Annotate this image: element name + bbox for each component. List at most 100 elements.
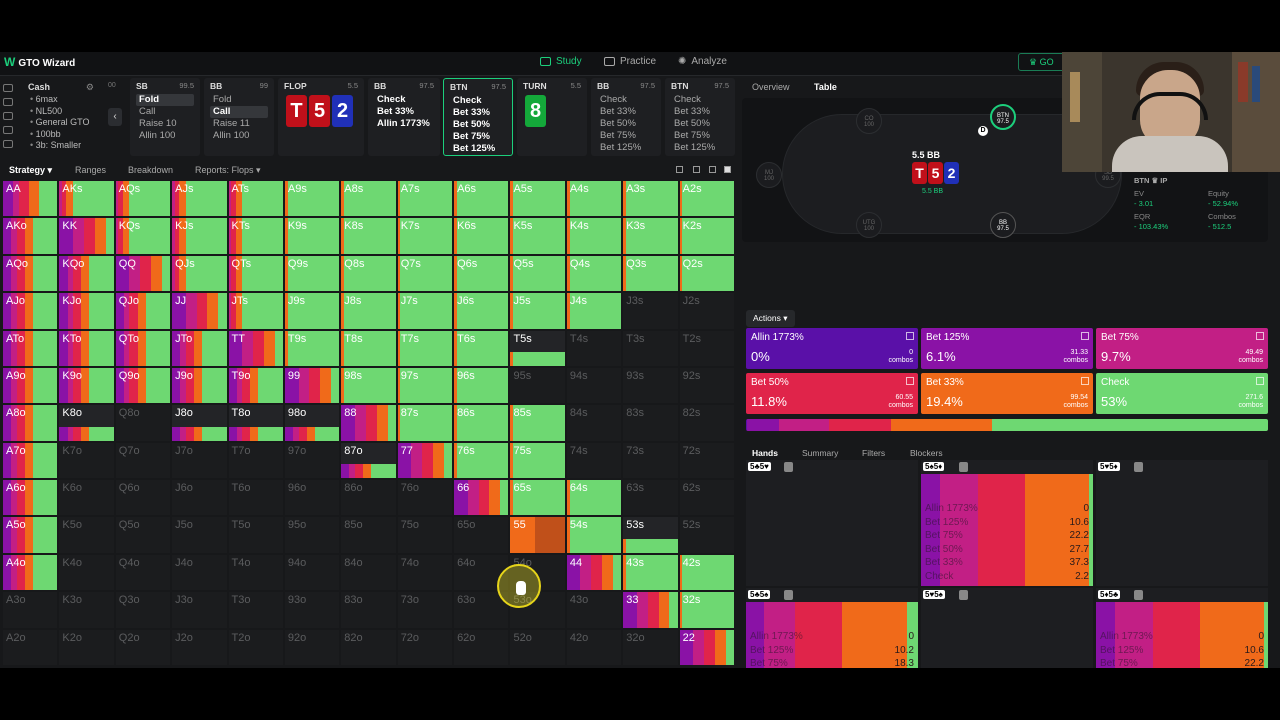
hand-cell[interactable]: 64s: [565, 479, 623, 517]
hand-cell[interactable]: AKo: [2, 217, 59, 255]
list-icon[interactable]: [1081, 377, 1089, 385]
hand-cell[interactable]: 98s: [340, 366, 397, 405]
hand-cell[interactable]: QTo: [114, 329, 172, 367]
save-icon[interactable]: [3, 112, 13, 120]
hand-cell[interactable]: 32o: [622, 628, 679, 666]
action-option[interactable]: Bet 75%: [600, 130, 636, 141]
hand-cell[interactable]: J2o: [171, 628, 228, 666]
action-option[interactable]: Check: [453, 95, 482, 106]
hand-cell[interactable]: A5s: [509, 180, 566, 218]
hand-cell[interactable]: AKs: [58, 180, 115, 218]
hand-cell[interactable]: A4o: [2, 553, 59, 592]
hand-cell[interactable]: 83s: [622, 404, 679, 442]
action-box-check[interactable]: Check 53% 271.6 combos: [1096, 373, 1268, 414]
list-icon[interactable]: [1256, 377, 1264, 385]
hand-cell[interactable]: 52s: [678, 516, 735, 554]
hand-cell[interactable]: QJs: [171, 254, 228, 293]
hand-cell[interactable]: 74s: [565, 441, 623, 480]
action-column-bb[interactable]: BB 99 Fold Call Raise 11 Allin 100: [204, 78, 274, 156]
hand-cell[interactable]: 73o: [396, 591, 454, 629]
hand-cell[interactable]: T2o: [227, 628, 284, 666]
combo-cell[interactable]: 5♥5♦: [1096, 460, 1268, 586]
hand-cell[interactable]: J9s: [283, 292, 341, 330]
combo-cell[interactable]: 5♦5♣Allin 1773%Bet 125%Bet 75%Bet 50%Bet…: [1096, 588, 1268, 668]
action-column-bb[interactable]: BB 97.5 Check Bet 33% Allin 1773%: [368, 78, 440, 156]
hand-cell[interactable]: 32s: [678, 591, 735, 629]
hand-cell[interactable]: J4s: [565, 292, 623, 330]
hand-cell[interactable]: A2o: [2, 628, 59, 666]
hand-cell[interactable]: JJ: [171, 292, 228, 330]
lock-icon[interactable]: [1134, 462, 1143, 472]
tab-strategy[interactable]: Strategy ▾: [9, 165, 53, 175]
hand-cell[interactable]: Q6s: [453, 254, 510, 293]
hand-cell[interactable]: T9o: [227, 366, 284, 405]
hand-cell[interactable]: K3o: [58, 591, 115, 629]
hand-cell[interactable]: 75s: [509, 441, 566, 480]
hand-cell[interactable]: Q2s: [678, 254, 735, 293]
hand-cell[interactable]: 53s: [622, 516, 679, 554]
hand-cell[interactable]: Q5o: [114, 516, 172, 554]
action-column-sb[interactable]: SB 99.5 Fold Call Raise 10 Allin 100: [130, 78, 200, 156]
hand-cell[interactable]: 87s: [396, 404, 454, 442]
hand-cell[interactable]: T6o: [227, 479, 284, 517]
hand-cell[interactable]: K2s: [678, 217, 735, 255]
seat-btn[interactable]: BTN 97.5: [990, 104, 1016, 130]
hand-cell[interactable]: 65s: [509, 479, 566, 517]
menu-icon[interactable]: [3, 84, 13, 92]
hand-cell[interactable]: J4o: [171, 553, 228, 592]
text-icon[interactable]: [3, 140, 13, 148]
action-option[interactable]: Bet 33%: [377, 106, 414, 117]
combo-cell[interactable]: 5♣5♠Allin 1773%Bet 125%Bet 75%Bet 50%Bet…: [746, 588, 918, 668]
action-option[interactable]: Call: [210, 106, 268, 118]
hand-cell[interactable]: J6s: [453, 292, 510, 330]
seat-bb[interactable]: BB 97.5: [990, 212, 1016, 238]
hand-cell[interactable]: 76s: [453, 441, 510, 480]
hand-cell[interactable]: 85s: [509, 404, 566, 442]
hand-cell[interactable]: 88: [340, 404, 397, 442]
combo-cell[interactable]: 5♠5♦ Allin 1773% Bet 125% Bet 75% Bet 50% Bet…: [921, 460, 1093, 586]
hand-cell[interactable]: Q4o: [114, 553, 172, 592]
list-icon[interactable]: [906, 377, 914, 385]
lock-icon[interactable]: [1134, 590, 1143, 600]
hand-cell[interactable]: K2o: [58, 628, 115, 666]
hand-cell[interactable]: Q7o: [114, 441, 172, 480]
tab-ranges[interactable]: Ranges: [75, 165, 107, 175]
action-column-flop[interactable]: FLOP 5.5 T 5 2: [278, 78, 364, 156]
lock-icon[interactable]: [784, 590, 793, 600]
hand-cell[interactable]: AQo: [2, 254, 59, 293]
hand-cell[interactable]: 66: [453, 479, 510, 517]
hand-cell[interactable]: TT: [227, 329, 284, 367]
action-option[interactable]: Bet 33%: [600, 106, 636, 117]
hand-cell[interactable]: J6o: [171, 479, 228, 517]
hand-cell[interactable]: 62s: [678, 479, 735, 517]
action-option[interactable]: Allin 100: [139, 130, 176, 141]
lock-icon[interactable]: [959, 590, 968, 600]
hand-cell[interactable]: 98o: [283, 404, 341, 442]
tab-blockers[interactable]: Blockers: [910, 448, 943, 458]
action-column-btn[interactable]: BTN 97.5 Check Bet 33% Bet 50% Bet 75% Bet 125…: [665, 78, 735, 156]
hand-cell[interactable]: A6o: [2, 479, 59, 517]
action-option[interactable]: Bet 50%: [453, 119, 490, 130]
hand-cell[interactable]: K6o: [58, 479, 115, 517]
hand-cell[interactable]: KTo: [58, 329, 115, 367]
hand-cell[interactable]: 86s: [453, 404, 510, 442]
hand-cell[interactable]: 95s: [509, 366, 566, 405]
hand-cell[interactable]: 94s: [565, 366, 623, 405]
action-option[interactable]: Allin 100: [213, 130, 250, 141]
hand-cell[interactable]: A3o: [2, 591, 59, 629]
hand-cell[interactable]: 63s: [622, 479, 679, 517]
hand-cell[interactable]: T4s: [565, 329, 623, 367]
hand-cell[interactable]: 55: [509, 516, 566, 554]
seat-mj[interactable]: MJ 100: [756, 162, 782, 188]
hand-cell[interactable]: 99: [283, 366, 341, 405]
hand-cell[interactable]: JTo: [171, 329, 228, 367]
action-box-bet-125-[interactable]: Bet 125% 6.1% 31.33 combos: [921, 328, 1093, 369]
hand-cell[interactable]: 54s: [565, 516, 623, 554]
hand-cell[interactable]: K5s: [509, 217, 566, 255]
hand-cell[interactable]: Q9o: [114, 366, 172, 405]
hand-cell[interactable]: T4o: [227, 553, 284, 592]
hand-cell[interactable]: 74o: [396, 553, 454, 592]
hand-cell[interactable]: K9s: [283, 217, 341, 255]
hand-cell[interactable]: 75o: [396, 516, 454, 554]
hand-cell[interactable]: QTs: [227, 254, 284, 293]
